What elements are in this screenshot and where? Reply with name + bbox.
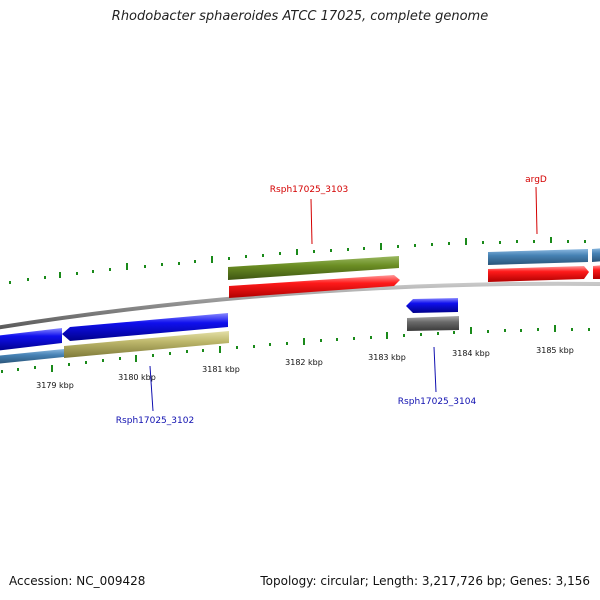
tick-label: 3181 kbp [202,365,240,374]
gene-label-rsph17025-3103[interactable]: Rsph17025_3103 [270,185,348,195]
tick-label: 3179 kbp [36,381,74,390]
gene-label-argd[interactable]: argD [525,175,547,185]
genome-backbone [0,281,600,330]
tick-label: 3185 kbp [536,346,574,355]
gene-arrow-rsph17025-3104 [406,298,458,313]
rna-feature-olive [228,256,399,280]
label-leader-line [149,365,154,412]
gene-label-rsph17025-3102[interactable]: Rsph17025_3102 [116,416,194,426]
rna-feature-khaki [64,331,229,358]
rna-feature-steelblue-left [0,349,64,364]
label-leader-line [535,186,538,235]
tick-label: 3183 kbp [368,353,406,362]
rna-feature-steelblue-edge [592,248,600,262]
label-leader-line [433,346,437,393]
rna-feature-steelblue [488,249,588,265]
page-title: Rhodobacter sphaeroides ATCC 17025, comp… [111,9,489,24]
label-leader-line [310,198,313,245]
gene-arrow-edge [593,265,600,279]
gene-arrow-rsph17025-3103 [229,275,400,298]
tick-label: 3184 kbp [452,349,490,358]
rna-feature-gray [407,316,459,331]
gene-arrow-left-edge [0,328,62,351]
tick-label: 3180 kbp [118,373,156,382]
gene-arrow-argd [488,266,589,282]
gene-label-rsph17025-3104[interactable]: Rsph17025_3104 [398,397,477,407]
tick-label: 3182 kbp [285,358,323,367]
inner-tick-ring [1,325,590,373]
accession-text: Accession: NC_009428 [9,574,146,588]
genome-summary: Topology: circular; Length: 3,217,726 bp… [260,574,590,588]
gene-arrow-rsph17025-3102 [62,313,228,341]
outer-tick-ring [9,237,586,284]
